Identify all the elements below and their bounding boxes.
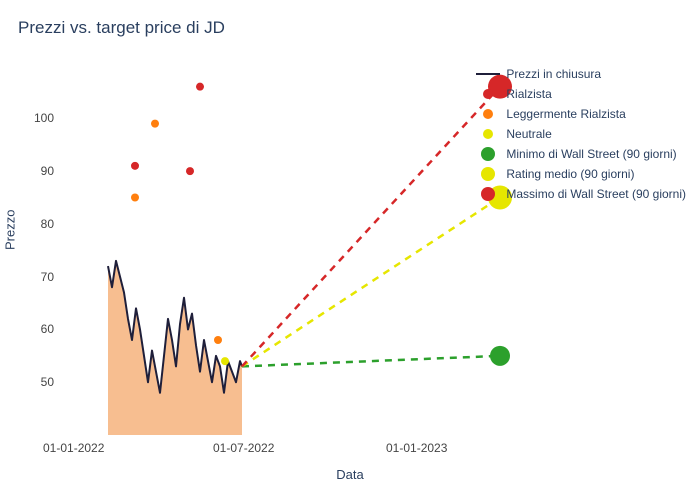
y-tick-label: 80 bbox=[41, 217, 54, 231]
legend-bigdot-wrap bbox=[476, 147, 500, 161]
legend-item[interactable]: Rialzista bbox=[476, 84, 686, 104]
rating-point-leggermente_rialzista[interactable] bbox=[131, 194, 139, 202]
close-area-fill bbox=[108, 261, 242, 435]
legend-bigdot-symbol bbox=[481, 167, 495, 181]
legend-item[interactable]: Neutrale bbox=[476, 124, 686, 144]
y-tick-label: 100 bbox=[34, 111, 54, 125]
legend-item[interactable]: Leggermente Rialzista bbox=[476, 104, 686, 124]
legend-label: Rating medio (90 giorni) bbox=[506, 167, 634, 181]
target-line-massimo[interactable] bbox=[242, 87, 500, 367]
legend-dot-symbol bbox=[483, 89, 493, 99]
chart-title: Prezzi vs. target price di JD bbox=[18, 18, 225, 38]
y-tick-label: 60 bbox=[41, 322, 54, 336]
x-tick-label: 01-01-2022 bbox=[43, 441, 104, 455]
legend-bigdot-wrap bbox=[476, 187, 500, 201]
x-tick-label: 01-07-2022 bbox=[213, 441, 274, 455]
rating-point-leggermente_rialzista[interactable] bbox=[214, 336, 222, 344]
target-line-minimo[interactable] bbox=[242, 356, 500, 367]
legend-dot-wrap bbox=[476, 129, 500, 139]
legend-label: Prezzi in chiusura bbox=[506, 67, 601, 81]
target-line-medio[interactable] bbox=[242, 198, 500, 367]
legend-item[interactable]: Massimo di Wall Street (90 giorni) bbox=[476, 184, 686, 204]
y-axis-label: Prezzo bbox=[3, 210, 18, 250]
x-axis-label: Data bbox=[336, 467, 363, 482]
chart-container: Prezzi vs. target price di JD Data Prezz… bbox=[0, 0, 700, 500]
x-tick-label: 01-01-2023 bbox=[386, 441, 447, 455]
legend-label: Massimo di Wall Street (90 giorni) bbox=[506, 187, 686, 201]
legend-label: Neutrale bbox=[506, 127, 551, 141]
y-tick-label: 90 bbox=[41, 164, 54, 178]
legend-bigdot-symbol bbox=[481, 147, 495, 161]
rating-point-rialzista[interactable] bbox=[196, 83, 204, 91]
rating-point-rialzista[interactable] bbox=[131, 162, 139, 170]
legend-item[interactable]: Prezzi in chiusura bbox=[476, 64, 686, 84]
legend-dot-wrap bbox=[476, 109, 500, 119]
legend-dot-symbol bbox=[483, 109, 493, 119]
legend-item[interactable]: Minimo di Wall Street (90 giorni) bbox=[476, 144, 686, 164]
legend-bigdot-wrap bbox=[476, 167, 500, 181]
legend-label: Leggermente Rialzista bbox=[506, 107, 625, 121]
rating-point-rialzista[interactable] bbox=[186, 167, 194, 175]
legend-bigdot-symbol bbox=[481, 187, 495, 201]
legend-line-symbol bbox=[476, 73, 500, 75]
legend-item[interactable]: Rating medio (90 giorni) bbox=[476, 164, 686, 184]
rating-point-leggermente_rialzista[interactable] bbox=[151, 120, 159, 128]
target-dot-minimo[interactable] bbox=[490, 346, 510, 366]
legend-label: Minimo di Wall Street (90 giorni) bbox=[506, 147, 676, 161]
legend-label: Rialzista bbox=[506, 87, 551, 101]
y-tick-label: 70 bbox=[41, 270, 54, 284]
legend-dot-symbol bbox=[483, 129, 493, 139]
y-tick-label: 50 bbox=[41, 375, 54, 389]
legend-dot-wrap bbox=[476, 89, 500, 99]
rating-point-neutrale[interactable] bbox=[221, 357, 229, 365]
legend[interactable]: Prezzi in chiusura Rialzista Leggermente R… bbox=[472, 60, 690, 208]
